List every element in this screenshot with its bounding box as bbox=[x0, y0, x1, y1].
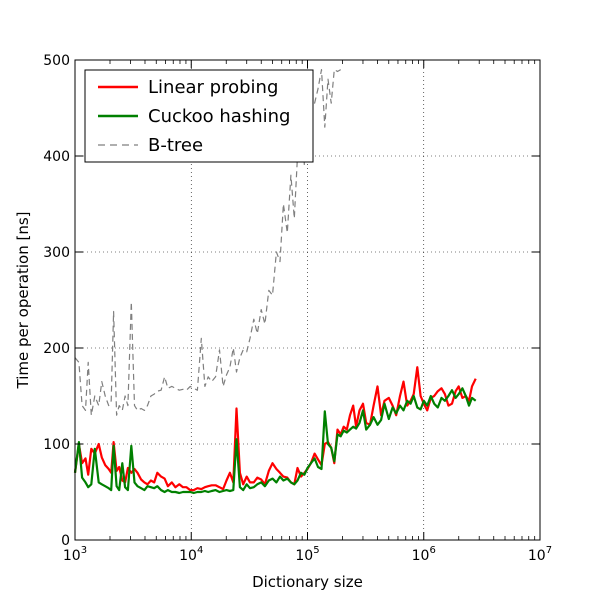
legend-label-linear-probing: Linear probing bbox=[148, 77, 278, 98]
y-tick-label: 500 bbox=[43, 53, 70, 69]
y-tick-label: 200 bbox=[43, 341, 70, 357]
x-tick-label: 105 bbox=[295, 545, 319, 564]
y-tick-label: 300 bbox=[43, 245, 70, 261]
axis-ticks bbox=[74, 59, 541, 541]
y-tick-label: 0 bbox=[61, 533, 70, 549]
x-tick-label: 103 bbox=[63, 545, 87, 564]
legend-label-cuckoo-hashing: Cuckoo hashing bbox=[148, 106, 290, 127]
x-tick-label: 106 bbox=[412, 545, 436, 564]
x-tick-label: 104 bbox=[179, 545, 203, 564]
y-tick-label: 100 bbox=[43, 437, 70, 453]
series-line-cuckoo-hashing bbox=[73, 387, 477, 495]
x-tick-label: 107 bbox=[528, 545, 552, 564]
y-tick-label: 400 bbox=[43, 149, 70, 165]
x-tick-labels: 103 104 105 106 107 bbox=[63, 545, 552, 564]
x-axis-label: Dictionary size bbox=[252, 573, 363, 591]
y-tick-labels: 0 100 200 300 400 500 bbox=[43, 53, 70, 549]
legend: Linear probing Cuckoo hashing B-tree bbox=[84, 69, 314, 163]
legend-label-b-tree: B-tree bbox=[148, 135, 203, 156]
y-axis-label: Time per operation [ns] bbox=[14, 212, 32, 390]
